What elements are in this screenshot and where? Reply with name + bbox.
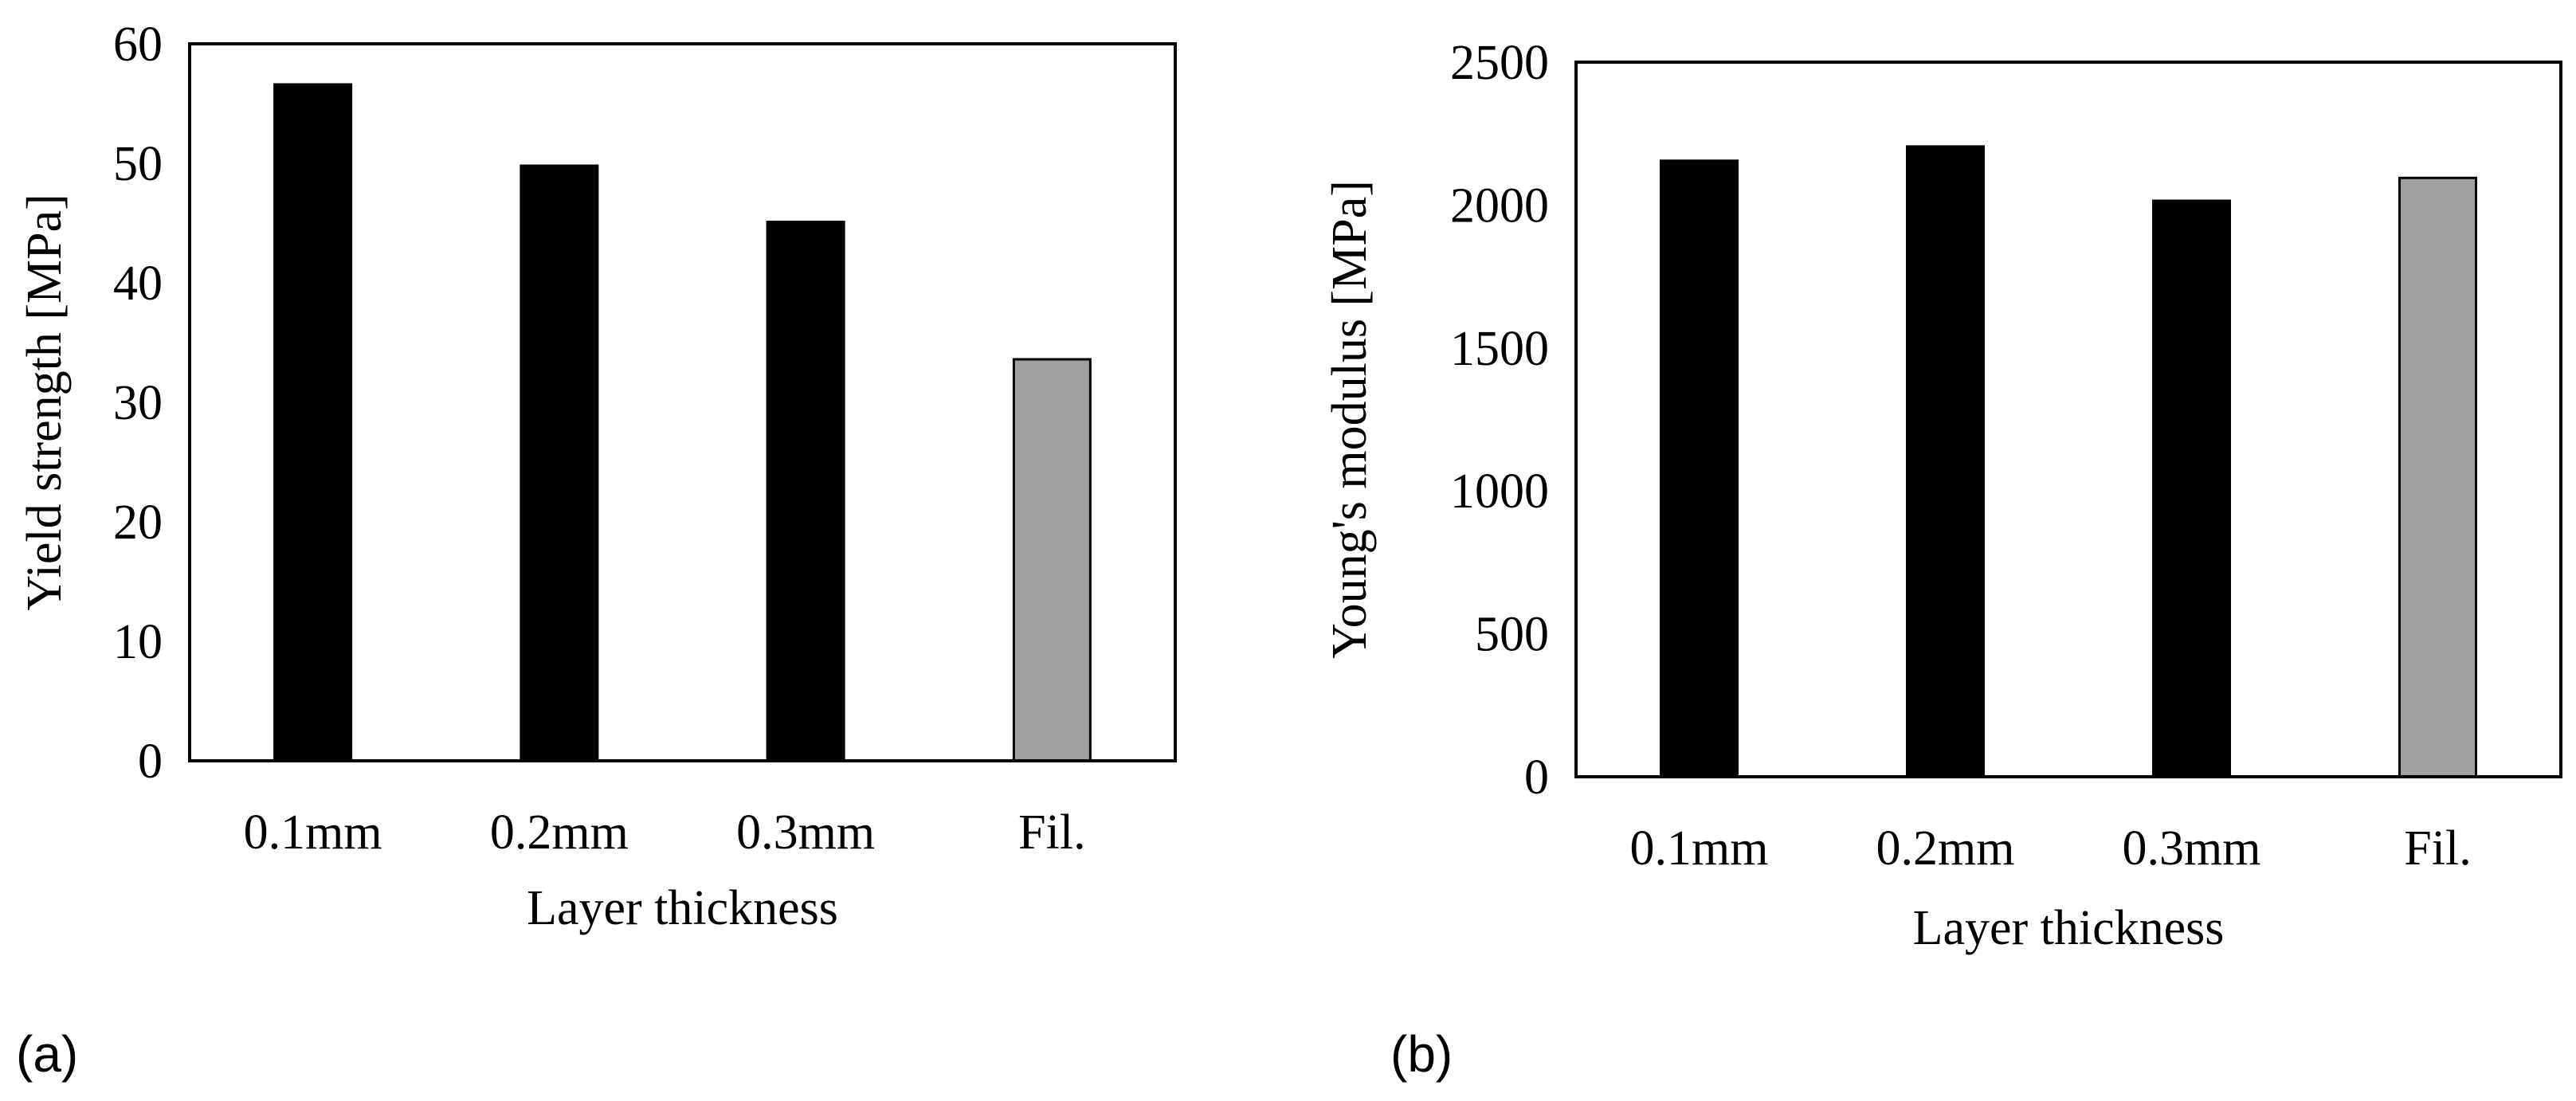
bar-01mm [1660, 159, 1739, 778]
y-tick-label: 10 [113, 615, 163, 669]
chart-yield-strength: 0 10 20 30 40 50 60 0.1mm 0.2mm 0.3mm Fil. Layer th… [16, 18, 1177, 1083]
y-axis-title: Young's modulus [MPa] [1323, 180, 1377, 659]
y-tick-label: 1000 [1450, 464, 1549, 519]
x-category-label: 0.1mm [244, 805, 382, 860]
bar-fil [1012, 358, 1092, 762]
bar-fil [2398, 176, 2477, 778]
y-tick-label: 0 [1524, 750, 1549, 805]
bar-02mm [520, 164, 599, 762]
bar-02mm [1906, 145, 1985, 778]
panel-label: (a) [16, 1025, 78, 1083]
y-tick-label: 500 [1475, 608, 1549, 662]
bar-03mm [766, 221, 845, 762]
x-axis-title: Layer thickness [527, 881, 838, 935]
y-tick-label: 2000 [1450, 178, 1549, 233]
panel-label: (b) [1390, 1025, 1453, 1083]
y-tick-label: 0 [138, 735, 163, 789]
y-tick-label: 60 [113, 18, 163, 72]
bar-03mm [2152, 199, 2231, 778]
y-tick-label: 1500 [1450, 322, 1549, 376]
x-category-label: 0.1mm [1630, 821, 1769, 876]
y-tick-label: 30 [113, 376, 163, 430]
x-category-label: 0.2mm [490, 805, 629, 860]
y-tick-label: 50 [113, 137, 163, 191]
y-tick-label: 20 [113, 496, 163, 550]
y-axis-title: Yield strength [MPa] [18, 194, 72, 611]
x-category-label: Fil. [2404, 821, 2471, 876]
x-category-label: Fil. [1018, 805, 1085, 860]
x-category-label: 0.3mm [2123, 821, 2261, 876]
y-tick-label: 2500 [1450, 36, 1549, 90]
chart-youngs-modulus: 0 500 1000 1500 2000 2500 0.1mm 0.2mm 0.3mm Fil. L… [1323, 36, 2562, 1083]
x-axis-title: Layer thickness [1913, 901, 2225, 955]
x-category-label: 0.2mm [1876, 821, 2015, 876]
plot-area-frame [1574, 61, 2562, 778]
plot-area-frame [188, 42, 1177, 762]
x-category-label: 0.3mm [736, 805, 875, 860]
bar-01mm [273, 83, 353, 762]
y-tick-label: 40 [113, 257, 163, 311]
